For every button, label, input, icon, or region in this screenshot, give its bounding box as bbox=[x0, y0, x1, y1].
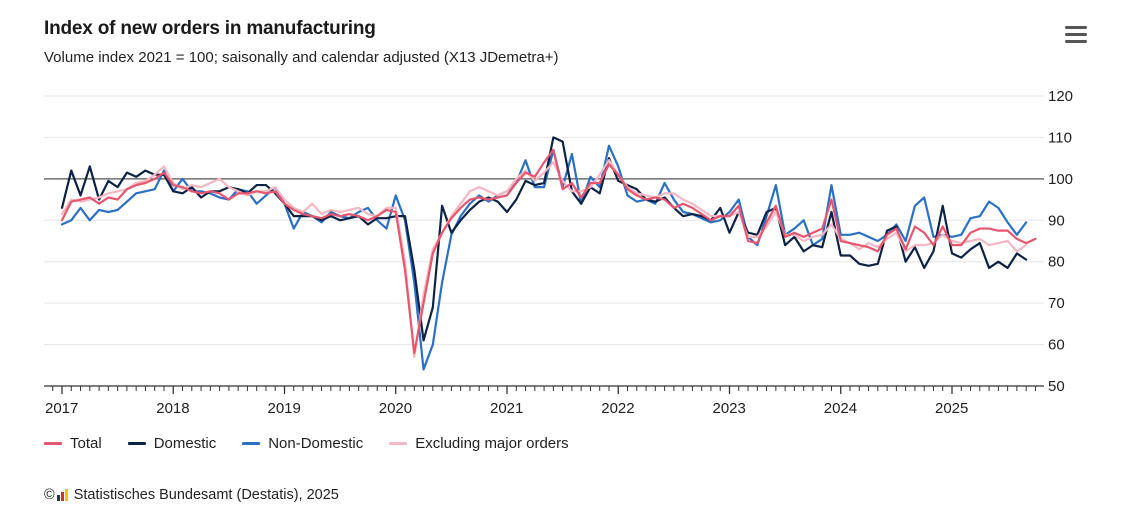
series-line-domestic bbox=[60, 136, 1028, 342]
x-tick-label-2022: 2022 bbox=[601, 400, 634, 417]
legend-item-total[interactable]: Total bbox=[44, 435, 102, 452]
series-line-non-domestic bbox=[60, 144, 1028, 371]
legend-label-domestic: Domestic bbox=[153, 435, 217, 452]
y-tick-label-100: 100 bbox=[1048, 171, 1073, 188]
y-tick-label-120: 120 bbox=[1048, 88, 1073, 105]
legend-item-non-domestic[interactable]: Non-Domestic bbox=[242, 435, 363, 452]
hamburger-menu-icon[interactable] bbox=[1063, 26, 1089, 48]
legend-label-excluding-major-orders: Excluding major orders bbox=[415, 435, 569, 452]
x-tick-label-2021: 2021 bbox=[490, 400, 523, 417]
legend-label-non-domestic: Non-Domestic bbox=[268, 435, 364, 452]
chart-subtitle: Volume index 2021 = 100; saisonally and … bbox=[44, 49, 559, 66]
x-tick-label-2019: 2019 bbox=[268, 400, 301, 417]
y-tick-label-110: 110 bbox=[1048, 129, 1072, 146]
legend-swatch-total bbox=[44, 442, 62, 445]
series-line-total bbox=[60, 148, 1037, 354]
y-tick-label-70: 70 bbox=[1048, 295, 1065, 312]
chart-legend: Total Domestic Non-Domestic Excluding ma… bbox=[44, 435, 595, 452]
x-tick-label-2024: 2024 bbox=[824, 400, 857, 417]
y-tick-label-60: 60 bbox=[1048, 337, 1065, 354]
legend-item-excluding-major-orders[interactable]: Excluding major orders bbox=[389, 435, 569, 452]
credit-text: Statistisches Bundesamt (Destatis), 2025 bbox=[73, 487, 339, 503]
line-chart: 50 60 70 80 90 100 110 120 2017 2018 2019 2020 2021 2… bbox=[44, 88, 1073, 417]
x-tick-label-2017: 2017 bbox=[45, 400, 78, 417]
legend-label-total: Total bbox=[70, 435, 102, 452]
x-tick-label-2023: 2023 bbox=[713, 400, 746, 417]
copyright-symbol: © bbox=[44, 487, 55, 503]
y-tick-label-80: 80 bbox=[1048, 254, 1065, 271]
x-tick-label-2020: 2020 bbox=[379, 400, 412, 417]
x-tick-label-2025: 2025 bbox=[935, 400, 968, 417]
legend-item-domestic[interactable]: Domestic bbox=[127, 435, 217, 452]
y-tick-label-50: 50 bbox=[1048, 378, 1065, 395]
series-line-excluding-major-orders bbox=[60, 159, 1028, 359]
y-tick-label-90: 90 bbox=[1048, 212, 1065, 229]
chart-title: Index of new orders in manufacturing bbox=[44, 18, 376, 39]
destatis-logo-icon bbox=[56, 489, 69, 501]
legend-swatch-non-domestic bbox=[242, 442, 261, 445]
legend-swatch-excluding-major-orders bbox=[389, 442, 408, 445]
credit-line: © Statistisches Bundesamt (Destatis), 20… bbox=[44, 487, 339, 503]
legend-swatch-domestic bbox=[127, 442, 146, 445]
x-tick-label-2018: 2018 bbox=[156, 400, 189, 417]
